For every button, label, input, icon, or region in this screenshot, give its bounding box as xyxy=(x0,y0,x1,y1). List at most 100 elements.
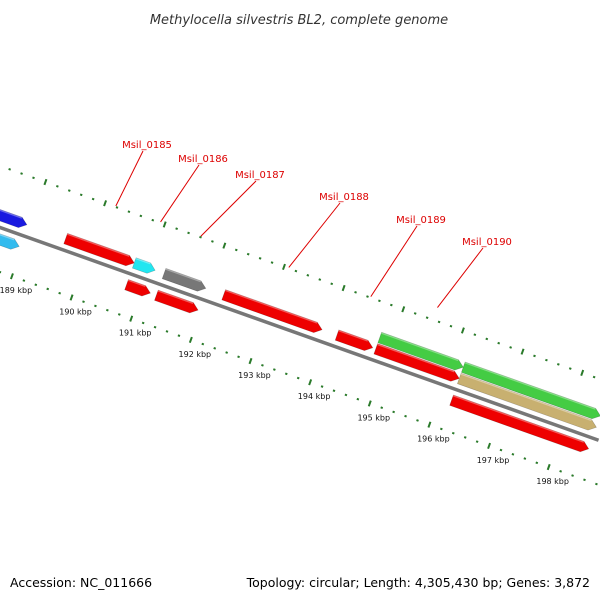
inner-minor-tick xyxy=(344,393,348,397)
inner-major-tick xyxy=(129,315,134,322)
inner-major-tick xyxy=(188,336,193,344)
inner-minor-tick xyxy=(272,368,276,371)
kbp-scale-label: 198 kbp xyxy=(536,477,569,486)
gene-arrow-highlight xyxy=(338,329,368,342)
inner-minor-tick xyxy=(225,351,229,354)
accession-text: Accession: NC_011666 xyxy=(10,575,153,590)
outer-minor-tick xyxy=(270,261,274,264)
gene-arrow-green xyxy=(461,361,600,420)
kbp-scale-label: 195 kbp xyxy=(357,413,390,422)
kbp-scale-label: 193 kbp xyxy=(238,371,271,380)
gene-arrow-tan xyxy=(457,372,597,431)
gene-labels: Msil_0185 Msil_0186 Msil_0187 Msil_0188 Msil… xyxy=(115,140,512,308)
inner-major-tick xyxy=(69,294,74,301)
inner-minor-tick xyxy=(117,313,121,316)
outer-minor-tick xyxy=(413,312,417,315)
inner-minor-tick xyxy=(416,419,419,422)
outer-minor-tick xyxy=(91,197,95,201)
inner-minor-tick xyxy=(165,330,169,333)
outer-minor-tick xyxy=(234,248,238,252)
outer-minor-tick xyxy=(115,206,119,209)
inner-minor-tick xyxy=(296,376,300,380)
gene-arrow-highlight xyxy=(381,332,459,362)
gene-label: Msil_0189 xyxy=(396,215,446,226)
inner-minor-tick xyxy=(439,427,443,431)
inner-minor-tick xyxy=(153,325,157,329)
kbp-scale-label: 197 kbp xyxy=(477,456,510,465)
gene-arrow-highlight xyxy=(0,209,23,219)
gene-arrow-highlight xyxy=(127,279,146,287)
gene-arrow-lightblue xyxy=(0,233,20,250)
kbp-scale-label: 191 kbp xyxy=(119,329,152,338)
gene-arrow-red xyxy=(124,279,151,297)
gene-arrow-highlight xyxy=(225,289,318,324)
outer-minor-tick xyxy=(127,210,131,214)
gene-label: Msil_0190 xyxy=(462,237,512,248)
kbp-scale-label: 196 kbp xyxy=(417,435,450,444)
outer-minor-tick xyxy=(306,274,310,277)
inner-minor-tick xyxy=(261,363,264,367)
gene-arrow-cyan xyxy=(132,257,156,274)
outer-minor-tick xyxy=(246,252,250,256)
inner-minor-tick xyxy=(58,291,62,295)
gene-arrow-highlight xyxy=(157,290,194,304)
inner-major-tick xyxy=(427,421,432,428)
outer-minor-tick xyxy=(473,333,477,336)
outer-minor-tick xyxy=(425,316,429,320)
gene-arrow-red xyxy=(449,394,590,453)
outer-minor-tick xyxy=(485,337,489,341)
inner-minor-tick xyxy=(284,372,288,376)
inner-minor-tick xyxy=(571,474,574,477)
gene-arrow-red xyxy=(63,233,135,267)
outer-minor-tick xyxy=(318,278,322,281)
gene-label-leader xyxy=(437,247,484,308)
inner-minor-tick xyxy=(105,308,109,312)
gene-label-leader xyxy=(160,164,200,223)
outer-major-tick xyxy=(341,284,346,292)
gene-features xyxy=(0,209,600,453)
outer-minor-tick xyxy=(556,363,560,366)
inner-major-tick xyxy=(546,463,551,471)
inner-minor-tick xyxy=(404,414,407,418)
outer-minor-tick xyxy=(139,214,143,218)
outer-minor-tick xyxy=(67,189,71,192)
outer-minor-tick xyxy=(533,354,536,358)
outer-minor-tick xyxy=(8,168,12,171)
inner-minor-tick xyxy=(22,279,26,282)
outer-minor-tick xyxy=(187,231,190,235)
inner-minor-tick xyxy=(82,300,85,304)
gene-label-leader xyxy=(288,202,341,268)
kbp-scale-label: 194 kbp xyxy=(298,392,331,401)
gene-label: Msil_0187 xyxy=(235,170,285,181)
inner-tick-ring xyxy=(0,270,598,486)
gene-arrow-gray xyxy=(161,268,207,292)
gene-arrow-highlight xyxy=(460,373,592,422)
inner-minor-tick xyxy=(34,283,38,287)
outer-minor-tick xyxy=(330,282,334,286)
inner-minor-tick xyxy=(475,440,479,443)
kbp-scale-labels: 189 kbp 190 kbp 191 kbp 192 kbp 193 kbp 194 k… xyxy=(0,286,569,486)
outer-minor-tick xyxy=(354,290,357,294)
genome-title: Methylocella silvestris BL2, complete ge… xyxy=(150,13,448,28)
outer-major-tick xyxy=(520,348,525,355)
outer-minor-tick xyxy=(199,235,202,239)
gene-arrow-highlight xyxy=(0,233,15,241)
outer-major-tick xyxy=(162,221,167,228)
gene-arrow-blue xyxy=(0,209,28,228)
outer-major-tick xyxy=(222,242,227,249)
inner-minor-tick xyxy=(511,453,515,456)
gene-label: Msil_0186 xyxy=(178,154,228,165)
outer-minor-tick xyxy=(211,240,214,243)
outer-major-tick xyxy=(460,327,465,334)
outer-minor-tick xyxy=(294,269,298,273)
gene-label-leader xyxy=(370,225,418,297)
outer-minor-tick xyxy=(32,176,35,180)
inner-major-tick xyxy=(487,442,492,450)
gene-label-leader xyxy=(115,150,144,207)
outer-minor-tick xyxy=(151,218,155,222)
inner-major-tick xyxy=(248,357,253,365)
outer-minor-tick xyxy=(545,358,548,362)
outer-minor-tick xyxy=(449,324,453,328)
inner-major-tick xyxy=(367,400,372,407)
